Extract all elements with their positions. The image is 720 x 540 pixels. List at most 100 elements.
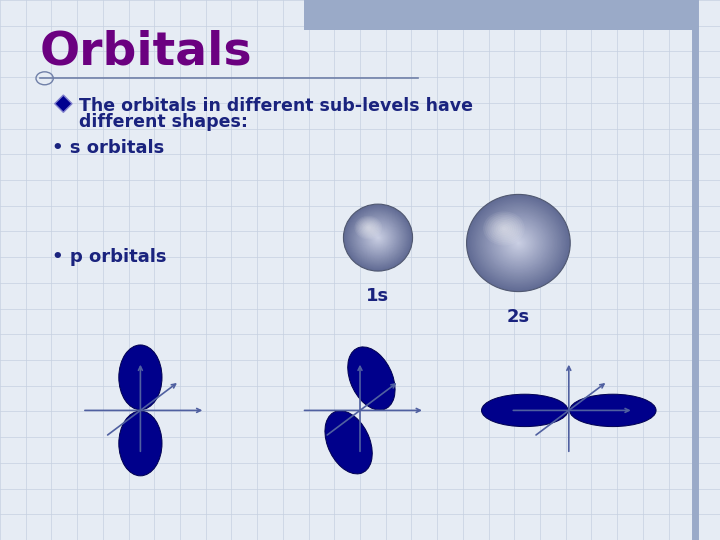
Ellipse shape: [467, 194, 570, 292]
Ellipse shape: [353, 213, 403, 262]
Ellipse shape: [356, 217, 400, 259]
Ellipse shape: [346, 207, 410, 268]
Ellipse shape: [486, 213, 551, 273]
Ellipse shape: [343, 204, 413, 271]
Ellipse shape: [365, 225, 391, 250]
Text: • p orbitals: • p orbitals: [52, 248, 166, 266]
Bar: [304, 0, 695, 30]
Ellipse shape: [372, 232, 384, 244]
Text: • s orbitals: • s orbitals: [52, 139, 164, 157]
Ellipse shape: [345, 206, 411, 269]
Ellipse shape: [119, 345, 162, 410]
Ellipse shape: [498, 224, 539, 262]
Ellipse shape: [472, 199, 565, 287]
Ellipse shape: [377, 236, 379, 239]
Ellipse shape: [480, 206, 557, 280]
Ellipse shape: [364, 224, 392, 252]
Text: 2s: 2s: [507, 308, 530, 326]
Ellipse shape: [510, 235, 526, 251]
Ellipse shape: [355, 215, 401, 260]
Ellipse shape: [356, 217, 381, 238]
Ellipse shape: [352, 212, 404, 262]
Ellipse shape: [348, 208, 408, 267]
Ellipse shape: [499, 225, 538, 261]
Ellipse shape: [474, 201, 562, 284]
Ellipse shape: [468, 195, 569, 291]
Ellipse shape: [366, 226, 390, 249]
Ellipse shape: [369, 229, 387, 246]
Ellipse shape: [370, 230, 386, 245]
Ellipse shape: [364, 224, 392, 251]
Ellipse shape: [496, 222, 541, 264]
Ellipse shape: [493, 220, 514, 237]
Text: 1s: 1s: [366, 287, 390, 305]
Ellipse shape: [485, 213, 523, 244]
Ellipse shape: [357, 218, 399, 258]
Ellipse shape: [483, 211, 525, 245]
Ellipse shape: [490, 216, 547, 270]
Ellipse shape: [367, 226, 369, 229]
Ellipse shape: [513, 238, 523, 248]
Ellipse shape: [325, 411, 372, 474]
Ellipse shape: [512, 237, 525, 249]
Ellipse shape: [492, 218, 516, 239]
Ellipse shape: [498, 224, 510, 233]
Ellipse shape: [485, 212, 552, 274]
Ellipse shape: [360, 220, 396, 255]
Ellipse shape: [369, 228, 387, 247]
Ellipse shape: [483, 210, 554, 276]
Ellipse shape: [482, 394, 568, 427]
Ellipse shape: [375, 235, 381, 240]
Ellipse shape: [515, 239, 522, 247]
Ellipse shape: [509, 234, 528, 252]
Ellipse shape: [359, 219, 378, 236]
Ellipse shape: [371, 231, 385, 244]
Ellipse shape: [366, 227, 390, 248]
Ellipse shape: [477, 204, 560, 282]
Ellipse shape: [503, 228, 534, 258]
Polygon shape: [55, 95, 72, 112]
Ellipse shape: [489, 215, 548, 271]
Ellipse shape: [490, 217, 518, 240]
Ellipse shape: [478, 205, 559, 281]
Ellipse shape: [470, 198, 567, 288]
Ellipse shape: [481, 208, 556, 278]
Ellipse shape: [516, 240, 521, 245]
Ellipse shape: [494, 220, 543, 266]
Ellipse shape: [374, 234, 382, 241]
Ellipse shape: [502, 227, 506, 230]
Ellipse shape: [354, 216, 382, 239]
Ellipse shape: [357, 218, 379, 237]
Ellipse shape: [348, 347, 395, 410]
Ellipse shape: [508, 233, 528, 253]
Ellipse shape: [348, 209, 408, 266]
Ellipse shape: [491, 218, 546, 268]
Ellipse shape: [354, 214, 402, 261]
Ellipse shape: [351, 212, 405, 264]
Ellipse shape: [469, 197, 567, 289]
Ellipse shape: [505, 231, 531, 255]
Ellipse shape: [500, 225, 508, 232]
Ellipse shape: [368, 227, 388, 248]
Ellipse shape: [363, 223, 374, 232]
Ellipse shape: [482, 209, 554, 277]
Ellipse shape: [504, 230, 533, 256]
Ellipse shape: [507, 232, 530, 254]
Ellipse shape: [492, 219, 544, 267]
Ellipse shape: [487, 214, 549, 272]
Ellipse shape: [361, 221, 395, 254]
Ellipse shape: [374, 233, 382, 242]
Ellipse shape: [361, 222, 375, 233]
Ellipse shape: [358, 218, 398, 257]
Ellipse shape: [344, 205, 412, 270]
Text: different shapes:: different shapes:: [79, 113, 248, 131]
Ellipse shape: [360, 220, 377, 234]
Ellipse shape: [119, 411, 162, 476]
Ellipse shape: [347, 207, 409, 268]
Ellipse shape: [373, 233, 383, 242]
Ellipse shape: [476, 203, 561, 283]
Ellipse shape: [517, 242, 520, 244]
Text: Orbitals: Orbitals: [40, 30, 252, 75]
Ellipse shape: [377, 237, 379, 239]
Ellipse shape: [495, 221, 541, 265]
